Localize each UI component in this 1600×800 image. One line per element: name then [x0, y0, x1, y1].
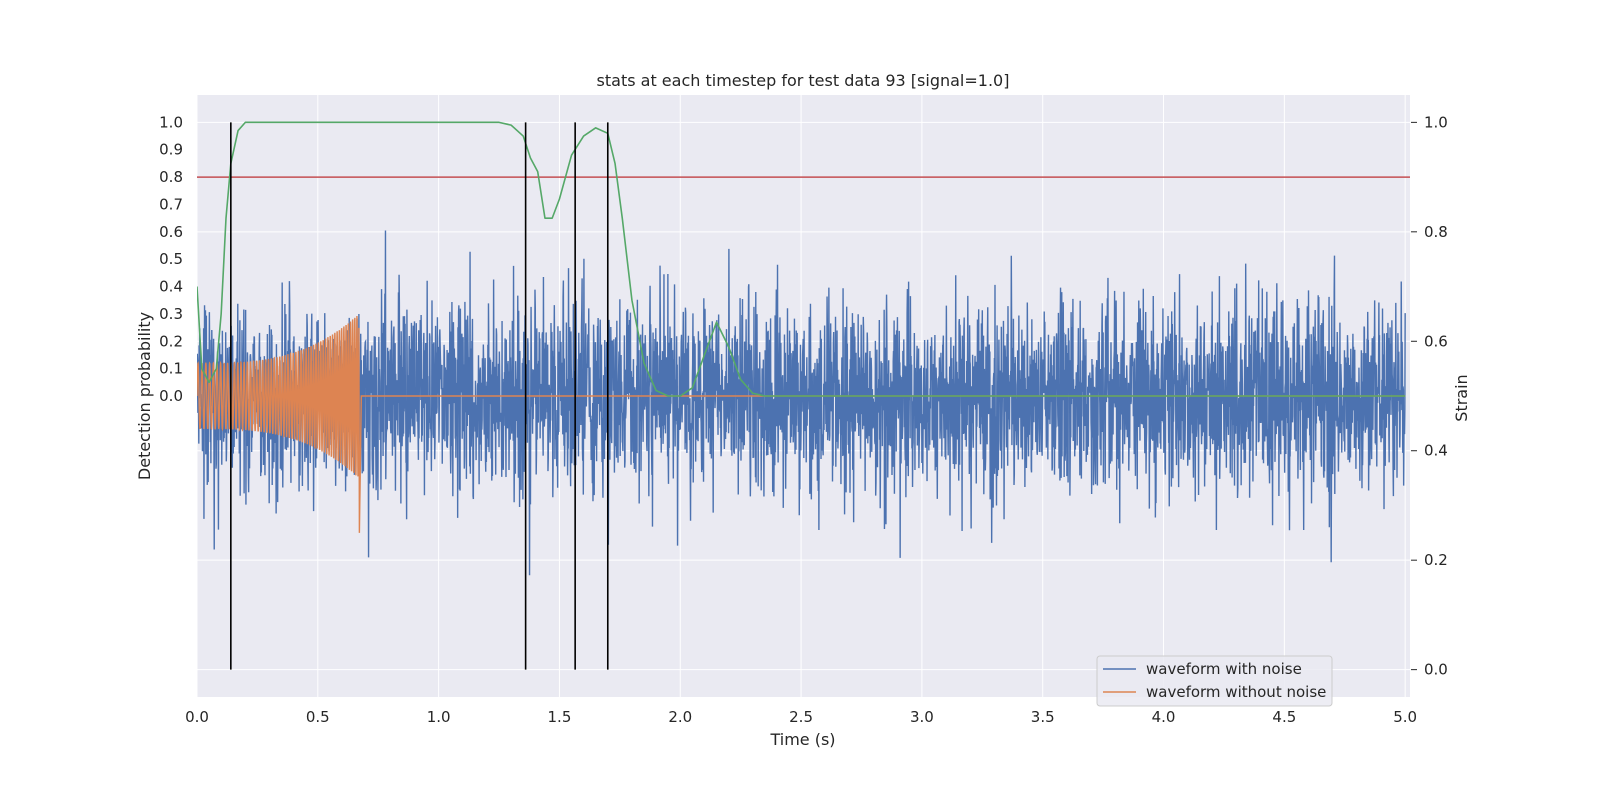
right-tick-label: 0.2 — [1424, 551, 1448, 569]
x-tick-label: 3.0 — [910, 708, 934, 726]
x-tick-label: 0.5 — [306, 708, 330, 726]
legend-label-noise: waveform with noise — [1146, 660, 1302, 678]
x-tick-label: 1.0 — [427, 708, 451, 726]
left-tick-label: 0.9 — [159, 141, 183, 159]
x-tick-label: 4.5 — [1272, 708, 1296, 726]
x-axis-label: Time (s) — [769, 730, 835, 749]
legend: waveform with noise waveform without noi… — [1096, 655, 1333, 707]
legend-frame — [1096, 655, 1333, 707]
left-tick-label: 0.0 — [159, 387, 183, 405]
detection-probability-line — [197, 121, 1406, 397]
right-tick-label: 0.4 — [1424, 442, 1448, 460]
right-tick-label: 0.8 — [1424, 223, 1448, 241]
x-tick-label: 5.0 — [1393, 708, 1417, 726]
left-tick-label: 0.4 — [159, 278, 183, 296]
legend-label-clean: waveform without noise — [1146, 683, 1326, 701]
left-tick-label: 0.3 — [159, 305, 183, 323]
x-tick-label: 1.5 — [548, 708, 572, 726]
x-tick-label: 2.0 — [668, 708, 692, 726]
left-tick-label: 0.2 — [159, 332, 183, 350]
right-tick-label: 0.0 — [1424, 661, 1448, 679]
left-tick-label: 1.0 — [159, 113, 183, 131]
plot-series — [197, 121, 1410, 670]
right-tick-label: 1.0 — [1424, 113, 1448, 131]
right-tick-label: 0.6 — [1424, 332, 1448, 350]
right-axis: 0.0 0.2 0.4 0.6 0.8 1.0 — [1411, 113, 1448, 679]
series-line-waveform-with-noise — [197, 230, 1406, 576]
x-tick-label: 2.5 — [789, 708, 813, 726]
left-tick-label: 0.7 — [159, 195, 183, 213]
y-axis-label-right: Strain — [1452, 374, 1471, 421]
left-tick-label: 0.8 — [159, 168, 183, 186]
x-tick-label: 4.0 — [1152, 708, 1176, 726]
left-axis: 0.0 0.1 0.2 0.3 0.4 0.5 0.6 0.7 0.8 0.9 1.0 — [159, 113, 183, 405]
y-axis-label-left: Detection probability — [135, 312, 154, 480]
x-axis: 0.0 0.5 1.0 1.5 2.0 2.5 3.0 3.5 4.0 4.5 5.0 — [185, 708, 1417, 726]
chart-title: stats at each timestep for test data 93 … — [597, 71, 1010, 90]
left-tick-label: 0.6 — [159, 223, 183, 241]
left-tick-label: 0.5 — [159, 250, 183, 268]
left-tick-label: 0.1 — [159, 360, 183, 378]
series-line-waveform-without-noise — [197, 316, 1406, 533]
x-tick-label: 3.5 — [1031, 708, 1055, 726]
x-tick-label: 0.0 — [185, 708, 209, 726]
